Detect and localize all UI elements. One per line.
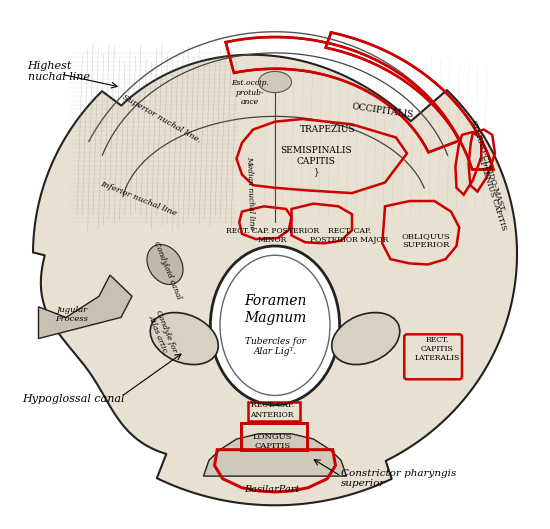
Text: SPLENIUS CAPITIS: SPLENIUS CAPITIS [476, 155, 508, 231]
Text: BasilarPart: BasilarPart [245, 485, 300, 494]
Text: Jugular
Process: Jugular Process [55, 306, 88, 323]
Ellipse shape [258, 71, 292, 93]
Text: RECT. CAP. POSTERIOR
MINOR: RECT. CAP. POSTERIOR MINOR [226, 227, 319, 244]
Text: Hypoglossal canal: Hypoglossal canal [22, 395, 124, 404]
Text: RECT.
CAPITIS
LATERALIS: RECT. CAPITIS LATERALIS [415, 336, 460, 362]
Text: Constrictor pharyngis
superior: Constrictor pharyngis superior [341, 469, 456, 488]
Text: Tubercles for
Alar Ligᵀ.: Tubercles for Alar Ligᵀ. [245, 337, 305, 356]
Polygon shape [39, 275, 132, 339]
Text: Condyle for
Atlas artic.: Condyle for Atlas artic. [146, 309, 179, 358]
Ellipse shape [332, 313, 400, 364]
Text: RECT. CAP.
POSTERIOR MAJOR: RECT. CAP. POSTERIOR MAJOR [310, 227, 388, 244]
Text: Median nuchal line: Median nuchal line [245, 156, 256, 230]
Text: LONGUS
CAPITIS: LONGUS CAPITIS [252, 433, 292, 450]
Text: Highest
nuchal line: Highest nuchal line [28, 61, 90, 82]
Ellipse shape [210, 246, 340, 405]
Polygon shape [33, 54, 517, 505]
Text: Foramen
Magnum: Foramen Magnum [244, 294, 306, 325]
Text: OBLIQUUS
SUPERIOR: OBLIQUUS SUPERIOR [402, 232, 450, 249]
Ellipse shape [147, 244, 183, 285]
Text: TRAPEZIUS: TRAPEZIUS [299, 125, 355, 134]
Text: STERNO-CLEIDO-MAST.: STERNO-CLEIDO-MAST. [468, 120, 505, 214]
Ellipse shape [150, 313, 218, 364]
Text: Est.occip.
protub-
ance: Est.occip. protub- ance [232, 79, 269, 106]
Text: RECT. CAP.
ANTERIOR: RECT. CAP. ANTERIOR [250, 402, 294, 418]
Text: OCCIPITALIS: OCCIPITALIS [351, 102, 414, 120]
Text: Superior nuchal line.: Superior nuchal line. [121, 93, 202, 145]
Ellipse shape [220, 256, 330, 396]
Text: Condyloid canal: Condyloid canal [152, 240, 183, 300]
Text: Inferior nuchal line: Inferior nuchal line [99, 179, 178, 217]
Polygon shape [204, 434, 346, 476]
Text: SEMISPINALIS
CAPITIS
}: SEMISPINALIS CAPITIS } [280, 147, 352, 176]
